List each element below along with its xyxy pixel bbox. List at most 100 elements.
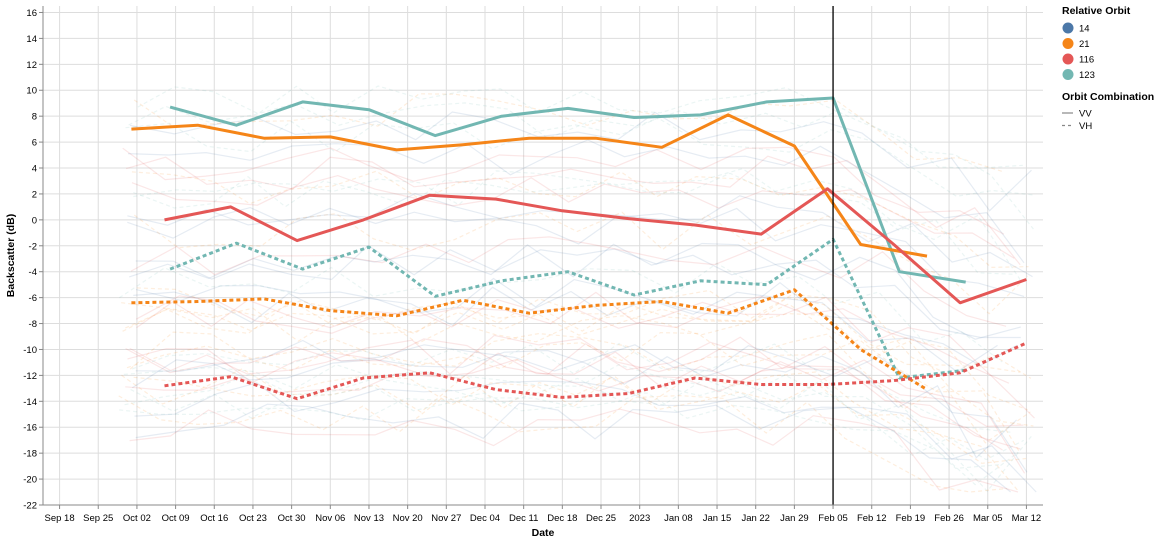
background-line <box>121 300 1028 411</box>
x-tick-label: Mar 12 <box>1012 513 1042 524</box>
x-tick-label: Mar 05 <box>973 513 1003 524</box>
legend-label-116: 116 <box>1079 55 1094 66</box>
background-line <box>133 286 998 373</box>
background-line <box>137 85 1023 169</box>
legend-title-relative-orbit: Relative Orbit <box>1062 5 1131 17</box>
background-line <box>125 117 1034 197</box>
legend-label-vh: VH <box>1079 121 1092 132</box>
x-tick-label: Jan 15 <box>703 513 732 524</box>
y-tick-label: 0 <box>32 215 37 226</box>
background-line <box>118 262 1003 363</box>
background-line <box>131 349 1018 459</box>
background-line <box>124 373 1032 493</box>
legend-swatch-116 <box>1062 53 1074 65</box>
background-line <box>135 402 1011 493</box>
x-tick-label: Dec 18 <box>547 513 577 524</box>
x-tick-label: Jan 22 <box>741 513 770 524</box>
y-tick-label: -14 <box>23 397 37 408</box>
legend: Relative Orbit Orbit Combination 14 21 116… <box>1062 5 1154 132</box>
y-tick-label: -10 <box>23 345 37 356</box>
series-line-116-vv <box>164 187 1027 305</box>
legend-label-123: 123 <box>1079 70 1095 81</box>
background-line <box>125 358 1021 450</box>
background-line <box>125 338 1003 451</box>
y-tick-label: -12 <box>23 371 37 382</box>
background-series <box>118 85 1037 493</box>
x-tick-label: Oct 16 <box>200 513 228 524</box>
x-tick-label: Nov 13 <box>354 513 384 524</box>
y-tick-label: -16 <box>23 423 37 434</box>
legend-label-vv: VV <box>1079 109 1092 120</box>
background-line <box>123 364 1000 470</box>
background-line <box>136 287 1032 379</box>
background-line <box>133 167 1015 275</box>
x-tick-label: Oct 30 <box>278 513 306 524</box>
x-tick-label: Jan 08 <box>664 513 693 524</box>
background-line <box>119 391 1019 486</box>
y-tick-label: 6 <box>32 138 37 149</box>
legend-title-orbit-combination: Orbit Combination <box>1062 91 1154 103</box>
x-tick-label: Feb 26 <box>934 513 964 524</box>
background-line <box>127 348 1026 474</box>
x-tick-label: Oct 09 <box>162 513 190 524</box>
x-tick-label: Oct 02 <box>123 513 151 524</box>
x-tick-label: Nov 27 <box>431 513 461 524</box>
background-line <box>118 394 1007 493</box>
background-line <box>135 339 1028 473</box>
y-tick-label: 4 <box>32 164 37 175</box>
background-line <box>131 170 1029 269</box>
x-tick-label: Nov 06 <box>315 513 345 524</box>
background-line <box>133 211 1029 315</box>
background-line <box>130 382 1024 461</box>
background-line <box>122 146 1005 235</box>
legend-label-14: 14 <box>1079 24 1090 35</box>
y-tick-label: -20 <box>23 475 37 486</box>
axes: Date Backscatter (dB) -22 -20 -18 -16 -14 -12… <box>5 6 1043 539</box>
y-tick-label: 12 <box>26 60 37 71</box>
legend-swatch-123 <box>1062 69 1074 80</box>
series-line-116-vh <box>164 341 1028 401</box>
x-tick-label: Feb 19 <box>896 513 926 524</box>
x-axis-title: Date <box>532 527 555 539</box>
series-line-21-vh <box>131 288 928 391</box>
background-line <box>125 307 1034 427</box>
background-line <box>129 331 1021 453</box>
background-line <box>126 332 1031 444</box>
x-tick-label: Oct 23 <box>239 513 267 524</box>
grid <box>43 6 1043 506</box>
x-tick-label: Dec 25 <box>586 513 616 524</box>
background-line <box>129 243 1021 339</box>
background-line <box>133 172 1023 283</box>
background-line <box>136 291 1010 384</box>
legend-label-21: 21 <box>1079 39 1090 50</box>
x-tick-label: Sep 18 <box>45 513 75 524</box>
legend-swatch-21 <box>1062 38 1074 49</box>
y-tick-label: 2 <box>32 189 37 200</box>
x-tick-label: Jan 29 <box>780 513 809 524</box>
y-tick-label: -8 <box>29 319 37 330</box>
background-line <box>130 236 1007 327</box>
y-tick-label: 10 <box>26 86 37 97</box>
background-line <box>122 296 1021 373</box>
background-line <box>121 368 1027 464</box>
series-line-21-vv <box>131 113 928 258</box>
y-tick-label: -18 <box>23 449 37 460</box>
x-tick-label: Feb 12 <box>857 513 887 524</box>
x-tick-label: 2023 <box>629 513 650 524</box>
y-tick-label: -22 <box>23 501 37 512</box>
y-tick-label: 14 <box>26 34 37 45</box>
background-line <box>135 242 1021 340</box>
x-tick-label: Dec 11 <box>509 513 538 524</box>
y-tick-label: 16 <box>26 8 37 19</box>
background-line <box>131 174 1015 259</box>
background-line <box>134 380 1037 493</box>
background-line <box>129 408 1019 493</box>
background-line <box>135 295 1035 419</box>
y-axis-title: Backscatter (dB) <box>5 214 17 297</box>
x-tick-label: Sep 25 <box>83 513 113 524</box>
background-line <box>129 111 1032 212</box>
background-line <box>133 93 1004 173</box>
y-tick-label: -4 <box>29 267 37 278</box>
